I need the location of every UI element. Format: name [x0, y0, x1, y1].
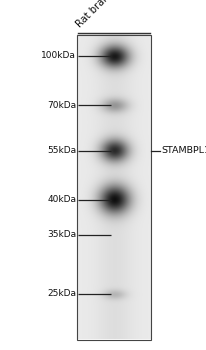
Text: Rat brain: Rat brain: [74, 0, 114, 30]
Text: 100kDa: 100kDa: [41, 51, 76, 61]
Text: 25kDa: 25kDa: [47, 289, 76, 299]
Text: 35kDa: 35kDa: [47, 230, 76, 239]
Text: STAMBPL1: STAMBPL1: [162, 146, 206, 155]
Text: 40kDa: 40kDa: [47, 195, 76, 204]
Text: 70kDa: 70kDa: [47, 100, 76, 110]
Bar: [77, 35, 151, 340]
Text: 55kDa: 55kDa: [47, 146, 76, 155]
